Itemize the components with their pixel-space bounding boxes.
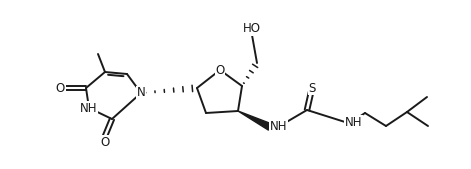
Text: O: O: [100, 136, 110, 149]
Text: NH: NH: [345, 115, 363, 128]
Text: O: O: [215, 64, 225, 77]
Text: NH: NH: [80, 102, 98, 115]
Text: NH: NH: [270, 120, 287, 134]
Text: O: O: [56, 81, 65, 94]
Text: N: N: [137, 87, 146, 100]
Text: S: S: [309, 81, 316, 94]
Polygon shape: [238, 111, 272, 130]
Text: HO: HO: [243, 22, 261, 35]
